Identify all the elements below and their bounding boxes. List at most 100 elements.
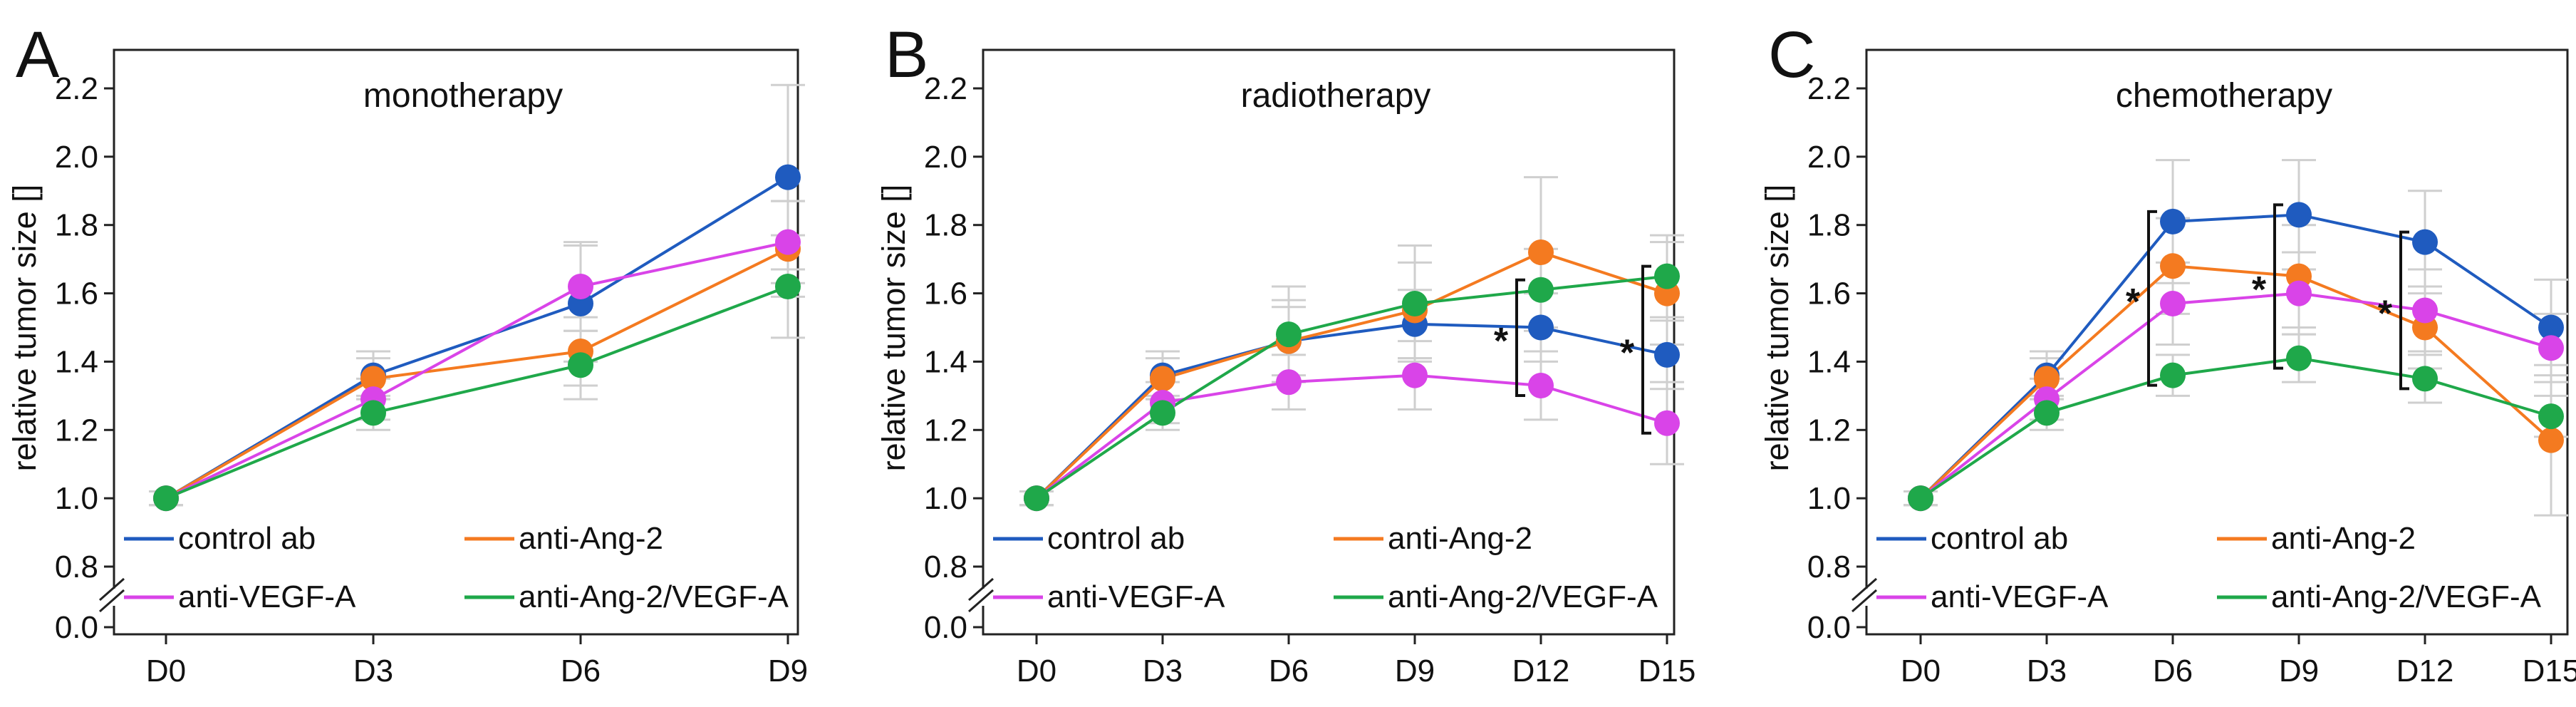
series-line	[1919, 291, 2552, 500]
y-tick-label: 1.2	[55, 413, 98, 448]
plot-frame	[113, 48, 799, 636]
significance-bracket	[2273, 203, 2283, 370]
y-tick-label: 1.6	[1807, 277, 1851, 311]
axis-break-mark	[968, 577, 994, 602]
data-point	[2034, 400, 2060, 426]
data-point	[775, 273, 801, 299]
data-point	[1150, 366, 1175, 392]
data-point	[775, 229, 801, 255]
data-point	[360, 366, 386, 392]
series-line	[165, 175, 789, 500]
data-point	[2412, 366, 2438, 392]
data-point	[1528, 239, 1554, 266]
panel-letter: C	[1768, 19, 1815, 91]
legend-label: anti-Ang-2/VEGF-A	[1388, 579, 1658, 614]
y-axis-title: relative tumor size []	[6, 185, 43, 472]
x-tick-label: D3	[2027, 654, 2067, 688]
panel-title: chemotherapy	[2116, 77, 2332, 115]
y-tick-label: 1.0	[1807, 481, 1851, 516]
x-tick-label: D12	[2396, 654, 2454, 688]
significance-label: *	[1620, 333, 1635, 374]
legend-label: anti-Ang-2	[519, 521, 663, 556]
data-point	[2286, 345, 2312, 371]
data-point	[568, 273, 593, 299]
legend-label: anti-VEGF-A	[1931, 579, 2109, 614]
y-tick-label: 2.2	[924, 71, 967, 106]
series-line	[1919, 264, 2552, 500]
data-point	[360, 400, 386, 426]
panel-title: monotherapy	[363, 77, 563, 115]
data-point	[2412, 229, 2438, 255]
y-axis-title: relative tumor size []	[876, 185, 912, 472]
axis-break-mark	[99, 577, 125, 602]
significance-label: *	[2126, 282, 2141, 323]
data-point	[1908, 485, 1933, 512]
x-tick-label: D6	[561, 654, 601, 688]
data-point	[1150, 400, 1175, 426]
x-tick-label: D9	[768, 654, 808, 688]
y-axis-title: relative tumor size []	[1759, 185, 1795, 472]
data-point	[1528, 277, 1554, 303]
panel-letter: A	[16, 19, 60, 91]
x-tick-label: D12	[1512, 654, 1570, 688]
x-tick-label: D15	[2523, 654, 2576, 688]
y-tick-label: 1.2	[924, 413, 967, 448]
series-line	[165, 285, 789, 500]
y-tick-label: 0.8	[55, 549, 98, 584]
data-point	[1276, 321, 1302, 348]
x-tick-label: D3	[353, 654, 393, 688]
y-tick-label: 1.8	[924, 208, 967, 243]
y-tick-label: 1.8	[1807, 208, 1851, 243]
data-point	[2160, 362, 2186, 388]
x-tick-label: D9	[2279, 654, 2319, 688]
y-tick-label: 2.0	[924, 140, 967, 175]
significance-label: *	[2252, 269, 2267, 311]
y-tick-label: 1.6	[924, 277, 967, 311]
data-point	[2538, 335, 2564, 361]
axis-break-mark	[99, 589, 125, 613]
legend-label: anti-Ang-2	[2271, 521, 2416, 556]
data-point	[1528, 314, 1554, 341]
series-line	[1919, 213, 2552, 500]
x-tick-label: D6	[1269, 654, 1309, 688]
data-point	[1276, 369, 1302, 396]
axis-break-mark	[1852, 589, 1877, 613]
y-tick-label: 2.0	[55, 140, 98, 175]
x-tick-label: D6	[2153, 654, 2193, 688]
data-point	[2538, 314, 2564, 341]
data-point	[2538, 427, 2564, 453]
y-tick-label: 0.8	[924, 549, 967, 584]
series-line	[165, 240, 789, 500]
y-tick-label: 2.2	[1807, 71, 1851, 106]
series-line	[1035, 250, 1668, 500]
y-tick-label: 1.6	[55, 277, 98, 311]
y-tick-label: 1.4	[1807, 344, 1851, 379]
series-line	[1919, 356, 2552, 500]
x-tick-label: D15	[1638, 654, 1696, 688]
data-point	[1654, 263, 1680, 289]
x-tick-label: D3	[1143, 654, 1183, 688]
y-tick-label: 2.0	[1807, 140, 1851, 175]
data-point	[2538, 403, 2564, 430]
x-tick-label: D0	[146, 654, 186, 688]
legend-label: anti-Ang-2	[1388, 521, 1532, 556]
data-point	[2160, 290, 2186, 316]
data-point	[2160, 208, 2186, 234]
series-line	[1035, 373, 1668, 500]
y-tick-label: 1.4	[55, 344, 98, 379]
data-point	[1402, 362, 1428, 388]
data-point	[2286, 202, 2312, 228]
legend-label: control ab	[1931, 521, 2068, 556]
significance-bracket	[1515, 278, 1525, 397]
y-tick-label: 0.0	[55, 610, 98, 645]
significance-label: *	[1494, 321, 1509, 362]
legend-label: anti-Ang-2/VEGF-A	[2271, 579, 2542, 614]
plot-frame	[1865, 48, 2569, 636]
data-point	[2412, 297, 2438, 324]
y-tick-label: 0.0	[1807, 610, 1851, 645]
